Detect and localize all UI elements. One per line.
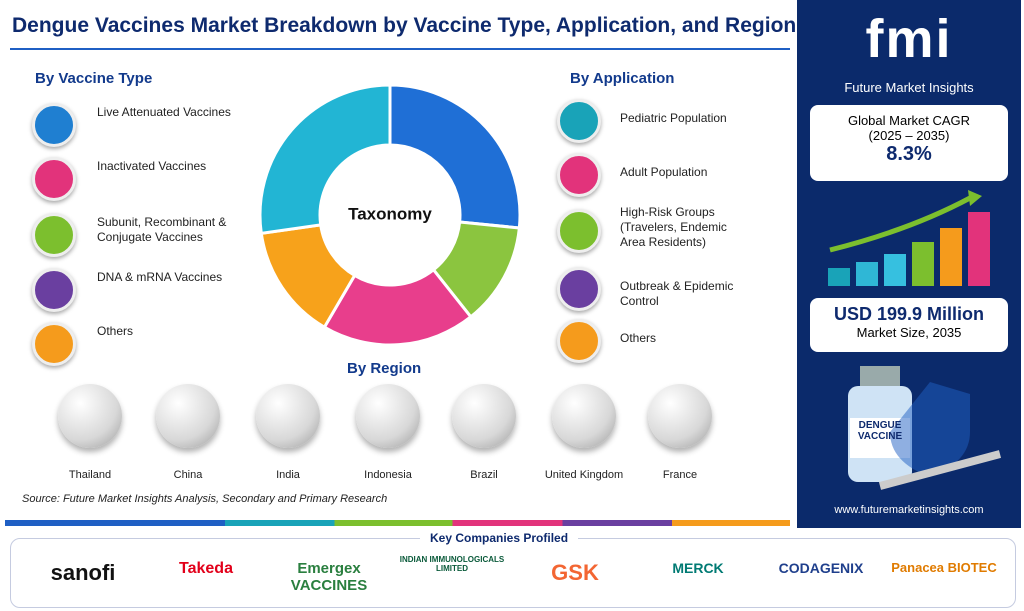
region-label: United Kingdom	[544, 469, 624, 481]
region-label: Thailand	[68, 469, 112, 481]
globe	[156, 384, 220, 448]
region-label: India	[276, 469, 300, 481]
logo: fmi	[865, 9, 953, 69]
category-label: High-Risk Groups (Travelers, Endemic Are…	[620, 205, 727, 249]
category-label: Adult Population	[620, 165, 708, 179]
company-logo: Takeda	[179, 560, 233, 577]
icon	[557, 267, 601, 311]
color-strip	[5, 520, 790, 526]
brand: Future Market Insights	[844, 80, 974, 95]
donut-segment	[258, 83, 392, 236]
size-label: Market Size, 2035	[856, 325, 962, 340]
cagr-value: 8.3%	[886, 143, 932, 165]
company-logo: INDIAN IMMUNOLOGICALS LIMITED	[399, 555, 505, 573]
url: www.futuremarketinsights.com	[834, 504, 984, 516]
company-logo: CODAGENIX	[778, 560, 864, 576]
icon	[32, 322, 76, 366]
size-card: USD 199.9 Million Market Size, 2035	[810, 298, 1008, 352]
companies-heading: Key Companies Profiled	[420, 531, 579, 545]
globe	[356, 384, 420, 448]
region-label: China	[173, 469, 203, 481]
section-heading: By Application	[570, 70, 675, 87]
icon	[32, 213, 76, 257]
category-label: Others	[620, 331, 657, 345]
cagr-label: Global Market CAGR	[847, 113, 971, 128]
category-label: Subunit, Recombinant & Conjugate Vaccine…	[97, 215, 227, 244]
donut-label: Taxonomy	[348, 204, 432, 223]
globe	[648, 384, 712, 448]
icon	[32, 268, 76, 312]
title-rule	[10, 48, 790, 50]
section-heading: By Vaccine Type	[35, 70, 153, 87]
vial-label: DENGUE VACCINE	[857, 420, 903, 442]
cagr-card: Global Market CAGR (2025 – 2035) 8.3%	[810, 105, 1008, 181]
source: Source: Future Market Insights Analysis,…	[22, 493, 388, 505]
section-heading: By Region	[347, 360, 422, 377]
growth-illustration	[828, 190, 990, 286]
icon	[32, 103, 76, 147]
region-label: Indonesia	[364, 469, 412, 481]
category-label: Outbreak & Epidemic Control	[620, 279, 734, 308]
category-label: Live Attenuated Vaccines	[97, 105, 231, 119]
donut: Taxonomy	[258, 83, 522, 347]
title: Dengue Vaccines Market Breakdown by Vacc…	[12, 14, 797, 37]
icon	[557, 153, 601, 197]
globe	[256, 384, 320, 448]
region-label: France	[662, 469, 698, 481]
icon	[557, 209, 601, 253]
icon	[557, 99, 601, 143]
size-value: USD 199.9 Million	[833, 304, 985, 324]
donut-segment	[388, 83, 522, 230]
category-label: DNA & mRNA Vaccines	[97, 270, 223, 284]
cagr-period: (2025 – 2035)	[868, 128, 950, 143]
icon	[557, 319, 601, 363]
icon	[32, 157, 76, 201]
region-label: Brazil	[470, 469, 498, 481]
company-logo: GSK	[551, 560, 599, 585]
company-logo: sanofi	[50, 560, 116, 585]
globe	[452, 384, 516, 448]
vaccine-illustration	[848, 366, 1002, 490]
globe	[552, 384, 616, 448]
globe	[58, 384, 122, 448]
category-label: Inactivated Vaccines	[97, 159, 207, 173]
category-label: Others	[97, 324, 134, 338]
company-logo: Panacea BIOTEC	[891, 560, 997, 575]
company-logo: MERCK	[672, 560, 724, 576]
company-logo: Emergex VACCINES	[290, 560, 368, 594]
category-label: Pediatric Population	[620, 111, 727, 125]
